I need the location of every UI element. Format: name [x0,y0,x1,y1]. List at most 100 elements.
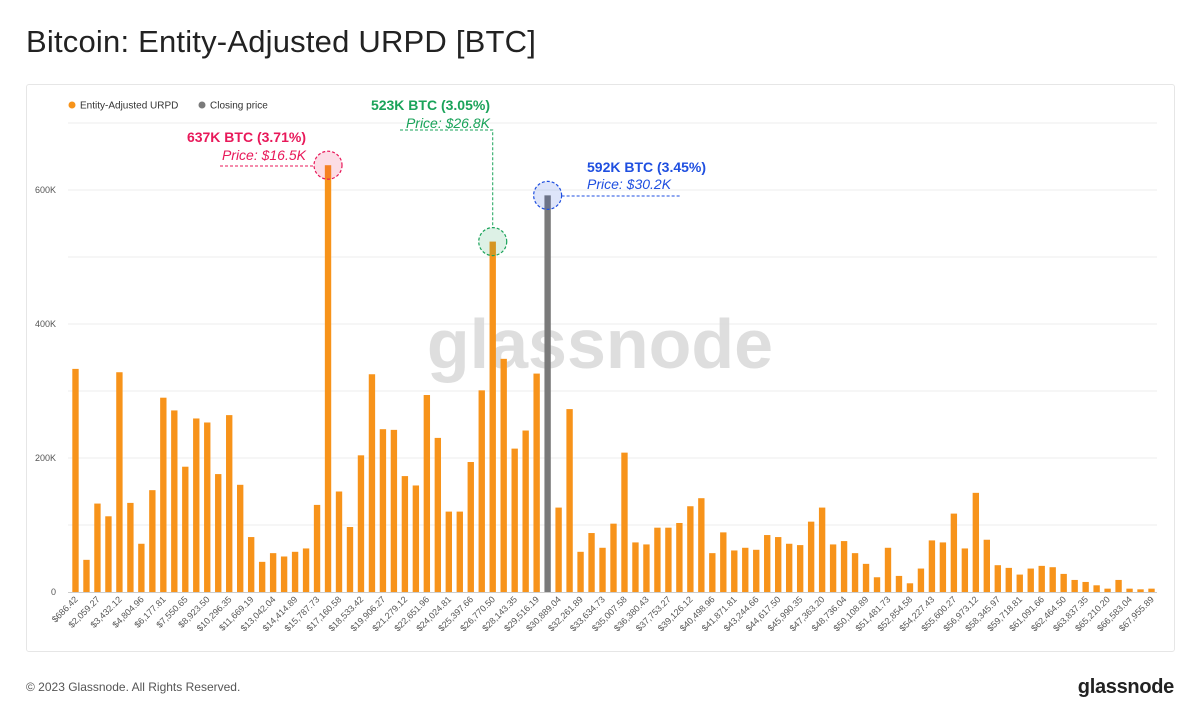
urpd-bar [1038,565,1045,592]
urpd-bar [105,516,112,592]
urpd-bar [610,523,617,592]
annotation-leader [400,129,494,228]
urpd-bar [478,390,485,592]
urpd-bar [412,485,420,592]
urpd-bar [335,491,343,592]
annotation-circle [313,150,343,180]
annotation-title: 637K BTC (3.71%) [187,129,306,145]
urpd-bar [775,537,782,592]
legend-marker [68,101,76,109]
urpd-bar [829,544,837,592]
urpd-bar [149,490,156,592]
urpd-bar [785,543,793,592]
urpd-bar [313,504,321,592]
urpd-bar [258,561,266,592]
urpd-bar [302,548,310,592]
urpd-bar [566,409,573,592]
urpd-bar [588,533,595,592]
urpd-bar [895,575,903,592]
urpd-bar [884,547,892,592]
urpd-bar [994,565,1001,592]
urpd-bar [851,553,859,592]
urpd-bar [83,559,90,592]
urpd-bar [665,527,672,592]
urpd-bar [346,527,354,592]
urpd-bar [434,437,442,592]
urpd-bar [215,474,222,592]
legend-label: Closing price [210,101,268,112]
urpd-bar [533,373,540,592]
urpd-bar [709,553,716,592]
urpd-bar [742,547,749,592]
urpd-bar [94,503,101,592]
urpd-bar [1016,574,1023,592]
urpd-bar [357,455,365,592]
page-title: Bitcoin: Entity-Adjusted URPD [BTC] [26,24,537,59]
y-tick-label: 0 [51,587,56,597]
urpd-bar [1104,588,1111,592]
urpd-bar [1071,579,1078,592]
urpd-bar [676,522,683,592]
urpd-bar [632,542,639,592]
urpd-bar [621,452,628,592]
urpd-bar [445,511,452,592]
urpd-bar [1093,585,1100,592]
copyright-text: © 2023 Glassnode. All Rights Reserved. [26,680,241,694]
urpd-bar [818,507,826,592]
urpd-bar [127,502,134,592]
urpd-bar [160,397,167,592]
urpd-bar [643,544,650,592]
urpd-bar [511,448,518,592]
urpd-bar [1148,588,1155,592]
annotation: 523K BTC (3.05%) Price: $26.8K [371,97,508,257]
urpd-bar [237,484,244,592]
glassnode-logo[interactable]: glassnode [1077,676,1175,698]
urpd-bar [291,551,299,592]
urpd-bar [983,539,990,592]
urpd-bar [796,545,804,592]
annotation-subtitle: Price: $16.5K [222,147,307,163]
urpd-bar [906,583,914,592]
annotation-title: 523K BTC (3.05%) [371,97,490,113]
urpd-bar [522,430,529,592]
urpd-bar [390,429,398,592]
urpd-bar [654,527,661,592]
urpd-bar [247,537,255,592]
y-tick-label: 600K [35,185,56,195]
urpd-bar [182,466,189,592]
urpd-bar [1060,573,1067,592]
annotation: 592K BTC (3.45%)Price: $30.2K [533,159,706,210]
urpd-bar [226,415,233,592]
urpd-bar [917,568,925,592]
urpd-bar [928,540,936,592]
urpd-bar [961,548,969,592]
urpd-bar [456,511,463,592]
urpd-bar [698,498,705,592]
y-tick-label: 200K [35,453,56,463]
annotation-circle [533,180,563,210]
urpd-bar [72,368,79,592]
urpd-bar [1126,588,1133,592]
urpd-bar [138,543,145,592]
legend-marker [198,101,206,109]
closing-price-bar [544,195,551,593]
urpd-bar [1137,589,1144,592]
urpd-bar [1082,581,1089,592]
annotation-subtitle: Price: $30.2K [587,176,672,192]
urpd-bar [204,422,211,592]
urpd-bar [379,429,387,592]
annotation-subtitle: Price: $26.8K [406,115,491,131]
urpd-bar [873,577,881,592]
urpd-bar [577,551,584,592]
legend-label: Entity-Adjusted URPD [80,101,178,112]
urpd-bar [467,462,474,592]
urpd-bar [116,372,123,592]
urpd-bar [324,165,332,592]
urpd-bar [720,532,727,592]
chart-frame [26,84,1175,652]
urpd-bar [807,521,815,592]
watermark-text: glassnode [427,305,773,383]
urpd-bar [193,418,200,592]
annotation: 637K BTC (3.71%) Price: $16.5K [187,129,343,180]
y-tick-label: 400K [35,319,56,329]
